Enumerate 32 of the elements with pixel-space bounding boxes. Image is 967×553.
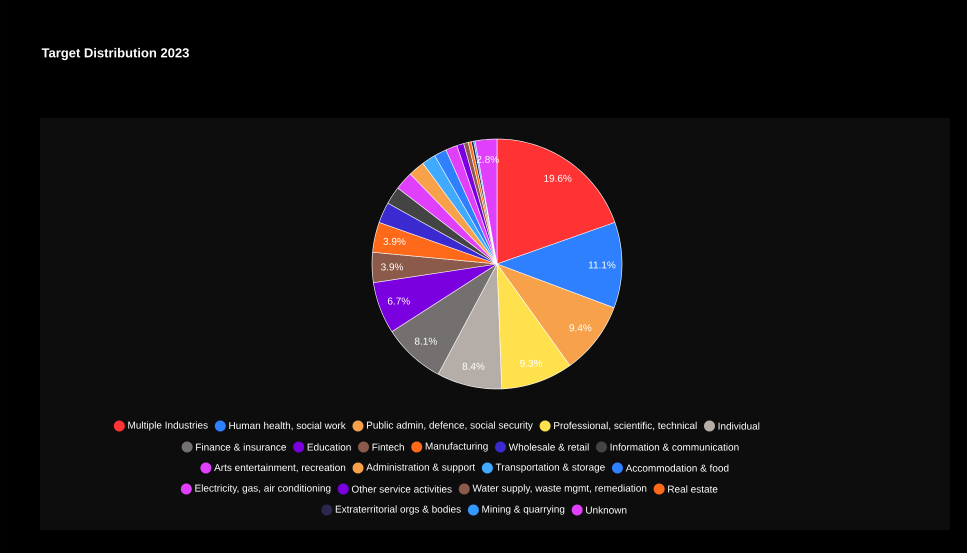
- data-label: 9.3%: [520, 360, 542, 367]
- legend-label: Extraterritorial orgs & bodies: [336, 505, 461, 515]
- legend-label: Water supply, waste mgmt, remediation: [472, 484, 646, 494]
- legend-label: Accommodation & food: [626, 464, 728, 472]
- legend-label: Mining & quarrying: [482, 505, 564, 515]
- legend-label: Unknown: [586, 506, 626, 514]
- data-label: 11.1%: [588, 261, 616, 268]
- data-label: 3.9%: [383, 238, 406, 245]
- legend-label: Real estate: [668, 485, 718, 493]
- data-label: 3.9%: [381, 263, 404, 270]
- legend-label: Wholesale & retail: [508, 443, 589, 451]
- data-label: 9.4%: [569, 324, 592, 332]
- legend-label: Professional, scientific, technical: [554, 422, 697, 430]
- data-label: 19.6%: [544, 174, 572, 182]
- legend-label: Information & communication: [610, 443, 739, 451]
- legend-label: Manufacturing: [426, 442, 488, 452]
- legend-label: Fintech: [372, 443, 404, 451]
- legend-label: Arts entertainment, recreation: [214, 464, 346, 472]
- legend-label: Transportation & storage: [496, 463, 605, 473]
- legend-label: Education: [308, 443, 351, 451]
- legend-label: Administration & support: [366, 463, 476, 473]
- data-label: 6.7%: [388, 298, 410, 305]
- legend-label: Human health, social work: [229, 422, 346, 430]
- legend-label: Electricity, gas, air conditioning: [195, 484, 330, 494]
- legend-label: Finance & insurance: [196, 443, 286, 451]
- legend-label: Public admin, defence, social security: [366, 421, 533, 431]
- data-label: 8.1%: [414, 338, 437, 345]
- legend-label: Other service activities: [352, 485, 452, 493]
- chart-title: Target Distribution 2023: [42, 48, 189, 60]
- data-label: 8.4%: [462, 362, 485, 370]
- legend-label: Multiple Industries: [128, 421, 208, 431]
- legend-label: Individual: [718, 422, 760, 430]
